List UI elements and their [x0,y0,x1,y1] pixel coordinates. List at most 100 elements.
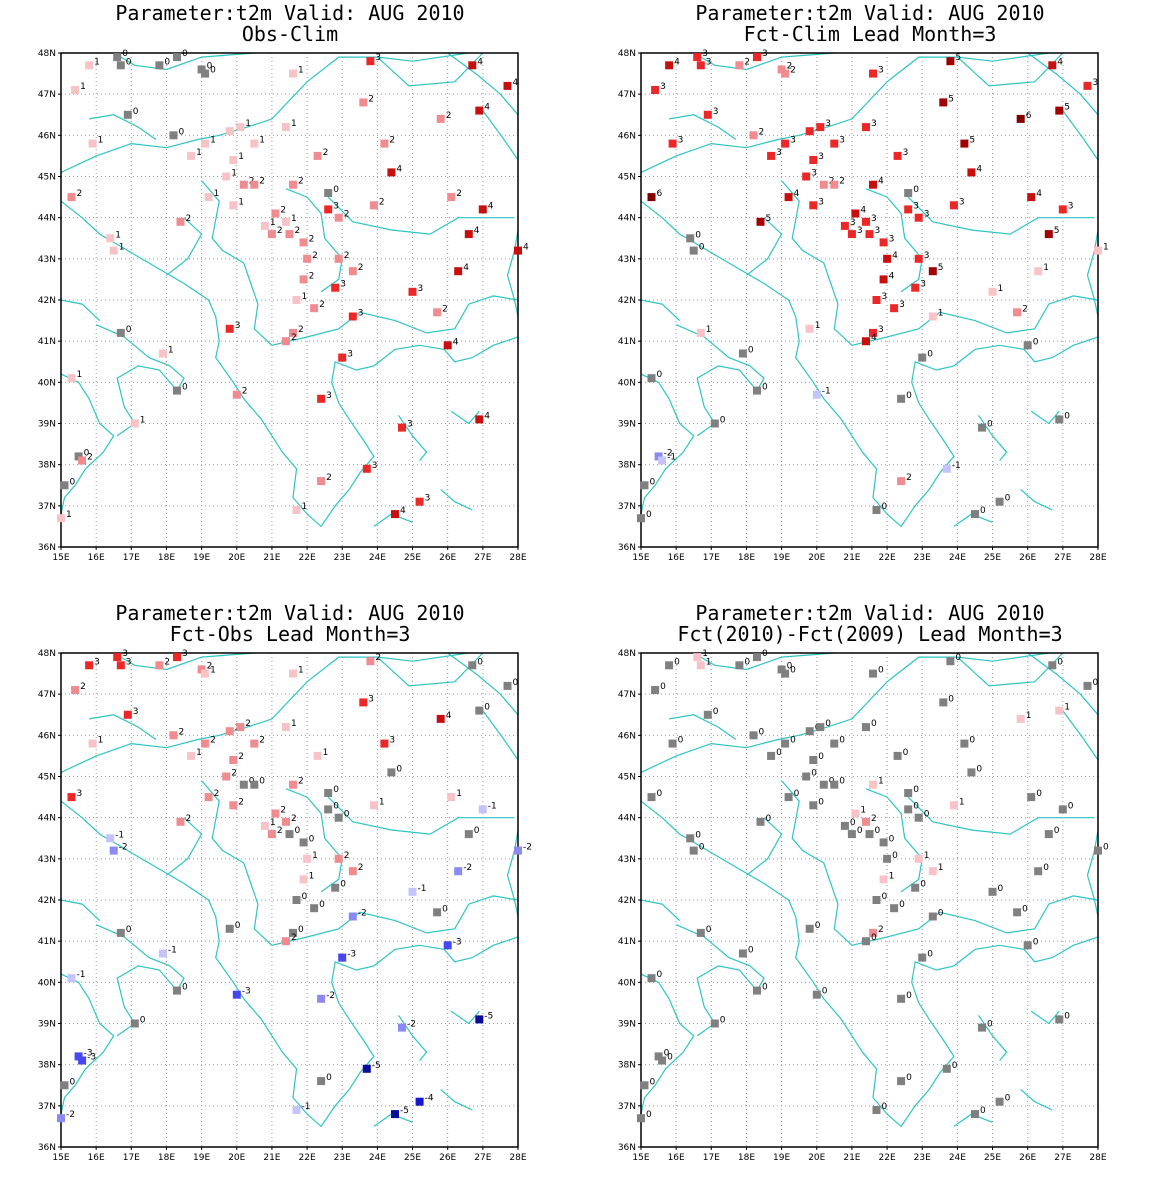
station-value-label: 0 [333,801,339,811]
station-value-label: 4 [474,226,480,236]
station-value-label: -4 [425,1094,434,1104]
lon-tick-label: 15E [52,1153,69,1163]
station-marker [819,780,828,789]
lat-tick-label: 38N [618,461,636,471]
station-value-label: -3 [347,950,356,960]
station-marker [334,254,343,263]
station-value-label: 2 [238,797,244,807]
lon-tick-label: 18E [738,1153,755,1163]
station-marker [809,801,818,810]
station-value-label: 3 [425,494,431,504]
station-value-label: 6 [1026,111,1032,121]
station-value-label: 1 [168,346,174,356]
station-marker [696,661,705,670]
station-marker [106,234,115,243]
station-marker [767,151,776,160]
station-marker [658,456,667,465]
station-marker [176,817,185,826]
station-value-label: 0 [210,66,216,76]
station-marker [904,805,913,814]
station-value-label: 4 [878,177,884,187]
coastline [60,973,115,1115]
station-marker [225,727,234,736]
station-value-label: 0 [699,843,705,853]
station-marker [201,69,210,78]
station-value-label: 0 [980,1106,986,1116]
station-marker [928,312,937,321]
station-value-label: 3 [889,234,895,244]
station-value-label: 2 [323,148,329,158]
station-marker [334,213,343,222]
station-value-label: 3 [959,197,965,207]
station-marker [967,168,976,177]
panel-subtitle: Fct-Clim Lead Month=3 [743,22,997,46]
station-value-label: 2 [231,769,237,779]
station-marker [88,739,97,748]
station-marker [282,337,290,346]
station-value-label: 4 [453,337,459,347]
station-marker [1027,793,1036,802]
coastline [60,200,519,528]
station-value-label: 3 [924,251,930,261]
station-value-label: 0 [790,666,796,676]
station-value-label: 0 [882,1102,888,1112]
lat-tick-label: 47N [618,690,636,700]
station-value-label: 0 [969,736,975,746]
station-value-label: 2 [280,806,286,816]
station-marker [753,653,761,662]
station-value-label: 3 [706,57,712,67]
station-value-label: 0 [822,987,828,997]
station-value-label: 0 [657,370,663,380]
station-marker [802,172,811,181]
station-value-label: 0 [126,925,132,935]
coastline [450,410,480,425]
station-value-label: 4 [513,78,519,88]
station-value-label: 0 [84,448,90,458]
panel-title: Parameter:t2m Valid: AUG 2010 [115,601,465,625]
station-value-label: 0 [650,477,656,487]
station-value-label: 0 [748,346,754,356]
station-value-label: 4 [463,263,469,273]
station-marker [904,189,913,197]
station-value-label: 0 [133,107,139,117]
station-marker [1055,106,1064,115]
station-marker [369,201,378,210]
station-marker [338,353,347,362]
station-value-label: 3 [126,657,132,667]
lon-tick-label: 26E [439,1153,456,1163]
coastline [640,299,681,322]
coastline [95,324,185,437]
station-marker [830,180,839,189]
station-marker [812,390,821,399]
station-marker [897,994,906,1003]
station-value-label: 0 [477,657,483,667]
station-value-label: 0 [70,1077,76,1087]
station-marker [689,246,698,255]
station-value-label: 0 [1005,494,1011,504]
station-value-label: 2 [238,752,244,762]
station-marker [1044,230,1053,239]
station-marker [359,98,368,107]
station-marker [1013,908,1022,917]
coastline [640,973,695,1115]
station-value-label: 0 [667,1053,673,1063]
coastline [482,110,519,161]
station-marker [391,510,399,519]
station-marker [1083,81,1092,90]
station-value-label: 1 [291,719,297,729]
station-value-label: 4 [976,164,982,174]
station-value-label: 2 [759,127,765,137]
station-marker [781,739,790,748]
station-value-label: 0 [839,736,845,746]
lon-tick-label: 19E [193,553,210,563]
station-marker [282,123,290,132]
station-value-label: 3 [235,321,241,331]
station-marker [978,423,986,432]
station-marker [74,452,83,461]
station-marker [928,912,937,921]
lat-tick-label: 40N [38,978,56,988]
station-value-label: 0 [182,983,188,993]
station-marker [348,312,357,321]
station-value-label: 0 [344,810,350,820]
station-value-label: -2 [119,843,128,853]
